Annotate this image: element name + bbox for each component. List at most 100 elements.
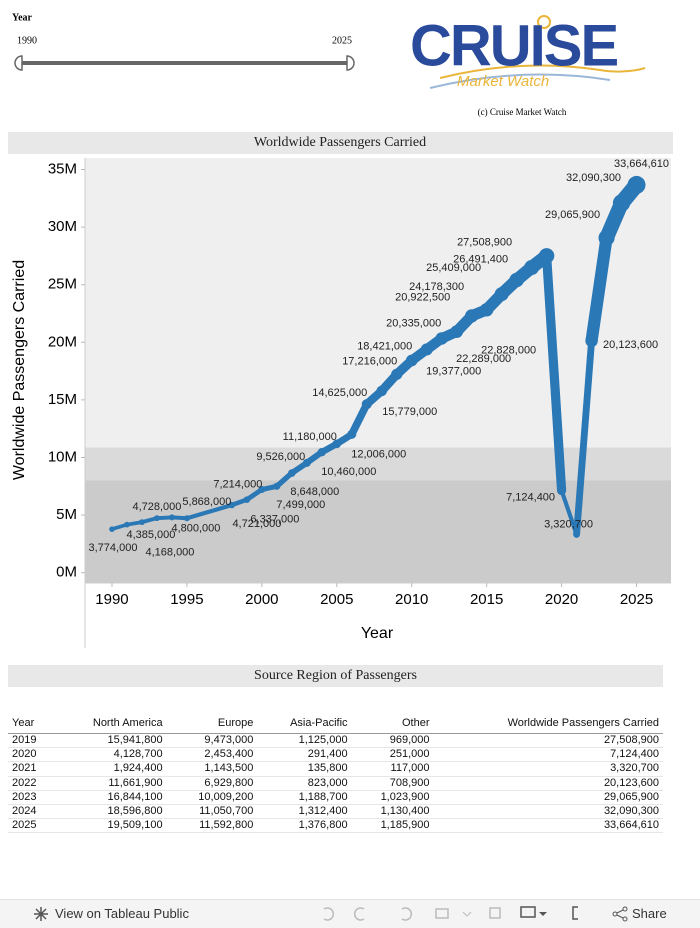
chart-header xyxy=(8,132,673,154)
data-label: 33,664,610 xyxy=(614,158,669,170)
y-tick-label: 10M xyxy=(48,448,77,465)
table-cell: 1,312,400 xyxy=(257,804,352,820)
series xyxy=(109,175,646,538)
table-cell: 6,929,800 xyxy=(166,776,258,791)
logo-subtitle: Market Watch xyxy=(457,73,549,90)
point xyxy=(243,496,251,503)
table-cell: 19,509,100 xyxy=(54,818,167,834)
data-label: 6,337,000 xyxy=(250,514,299,526)
table-cell: 4,128,700 xyxy=(54,747,167,763)
point xyxy=(465,309,479,323)
point xyxy=(524,260,540,276)
point xyxy=(420,343,433,356)
table-cell: 27,508,900 xyxy=(433,733,663,749)
table-cell: 2024 xyxy=(8,804,55,820)
data-label: 7,214,000 xyxy=(213,478,262,490)
table-cell: 32,090,300 xyxy=(433,804,663,820)
table-cell: 9,473,000 xyxy=(166,733,258,749)
point xyxy=(183,515,190,522)
column-header: Worldwide Passengers Carried xyxy=(433,699,663,734)
data-label: 4,721,000 xyxy=(232,518,281,530)
table-cell: 33,664,610 xyxy=(433,818,663,834)
x-tick-label: 2000 xyxy=(245,591,278,608)
toolbar: View on Tableau Public Share xyxy=(0,899,700,928)
line-segment xyxy=(573,337,596,538)
x-tick-label: 2005 xyxy=(320,591,353,608)
table-cell: 1,376,800 xyxy=(257,818,352,834)
point xyxy=(538,248,555,264)
column-header: Asia-Pacific xyxy=(257,699,352,734)
table-cell: 1,023,900 xyxy=(351,790,434,805)
data-label: 15,779,000 xyxy=(382,406,437,418)
column-header: Europe xyxy=(166,699,258,734)
slider-handle[interactable] xyxy=(14,55,23,71)
table-cell: 3,320,700 xyxy=(433,761,663,777)
logo-sun xyxy=(537,15,551,29)
table-row: 2023 16,844,100 10,009,200 1,188,700 1,023,9… xyxy=(8,790,663,805)
table-cell: 251,000 xyxy=(351,747,434,763)
table-cell: 1,188,700 xyxy=(257,790,352,805)
point xyxy=(124,521,130,528)
data-label: 7,499,000 xyxy=(276,499,325,511)
data-label: 25,409,000 xyxy=(426,262,481,274)
point xyxy=(450,325,464,339)
data-label: 5,868,000 xyxy=(182,496,231,508)
data-label: 20,922,500 xyxy=(395,292,450,304)
table-cell: 16,844,100 xyxy=(54,790,167,805)
point xyxy=(228,501,236,509)
data-label: 14,625,000 xyxy=(312,387,367,399)
data-label: 27,508,900 xyxy=(457,237,512,249)
x-tick-label: 1990 xyxy=(95,591,128,608)
table-cell: 2023 xyxy=(8,790,55,805)
point xyxy=(139,519,145,526)
point xyxy=(509,272,524,288)
data-label: 22,828,000 xyxy=(481,345,536,357)
y-tick-label: 0M xyxy=(56,564,77,581)
chart-title: Worldwide Passengers Carried xyxy=(254,135,426,150)
data-label: 22,289,000 xyxy=(456,353,511,365)
data-label: 24,178,300 xyxy=(409,281,464,293)
point xyxy=(332,439,342,449)
point xyxy=(598,229,615,246)
slider-max: 2025 xyxy=(332,35,352,46)
table-cell: 2019 xyxy=(8,733,55,749)
slider-min: 1990 xyxy=(17,35,37,46)
table-cell: 1,143,500 xyxy=(166,761,258,777)
table: Year North America Europe Asia-Pacific Other… xyxy=(8,699,663,834)
table-cell: 1,125,000 xyxy=(257,733,352,749)
table-cell: 1,130,400 xyxy=(351,804,434,820)
point xyxy=(347,429,357,439)
point xyxy=(573,531,580,538)
share-button[interactable]: Share xyxy=(632,906,667,921)
table-cell: 969,000 xyxy=(351,733,434,749)
point xyxy=(361,399,372,410)
data-label: 17,216,000 xyxy=(342,355,397,367)
data-label: 8,648,000 xyxy=(290,486,339,498)
x-tick-label: 2020 xyxy=(545,591,578,608)
table-row: 2025 19,509,100 11,592,800 1,376,800 1,185,9… xyxy=(8,818,663,834)
point xyxy=(479,302,494,317)
table-cell: 20,123,600 xyxy=(433,776,663,791)
table-row: 2022 11,661,900 6,929,800 823,000 708,900 20,… xyxy=(8,776,663,791)
data-label: 19,377,000 xyxy=(426,365,481,377)
point xyxy=(317,447,326,457)
data-label: 32,090,300 xyxy=(566,172,621,184)
logo: CRUISE Market Watch xyxy=(410,13,646,90)
slider-handle[interactable] xyxy=(346,55,355,71)
table-cell: 135,800 xyxy=(257,761,352,777)
table-cell: 291,400 xyxy=(257,747,352,763)
data-label: 10,460,000 xyxy=(321,466,376,478)
data-label: 3,320,700 xyxy=(544,518,593,530)
point xyxy=(391,368,403,380)
point xyxy=(627,175,646,194)
data-label: 3,774,000 xyxy=(89,542,138,554)
point xyxy=(302,458,311,467)
point xyxy=(273,482,281,490)
table-cell: 708,900 xyxy=(351,776,434,791)
table-cell: 18,596,800 xyxy=(54,804,167,820)
y-tick-label: 25M xyxy=(48,276,77,293)
view-link[interactable]: View on Tableau Public xyxy=(55,906,189,921)
table-cell: 1,924,400 xyxy=(54,761,167,777)
table-row: 2021 1,924,400 1,143,500 135,800 117,000 3,32… xyxy=(8,761,663,777)
